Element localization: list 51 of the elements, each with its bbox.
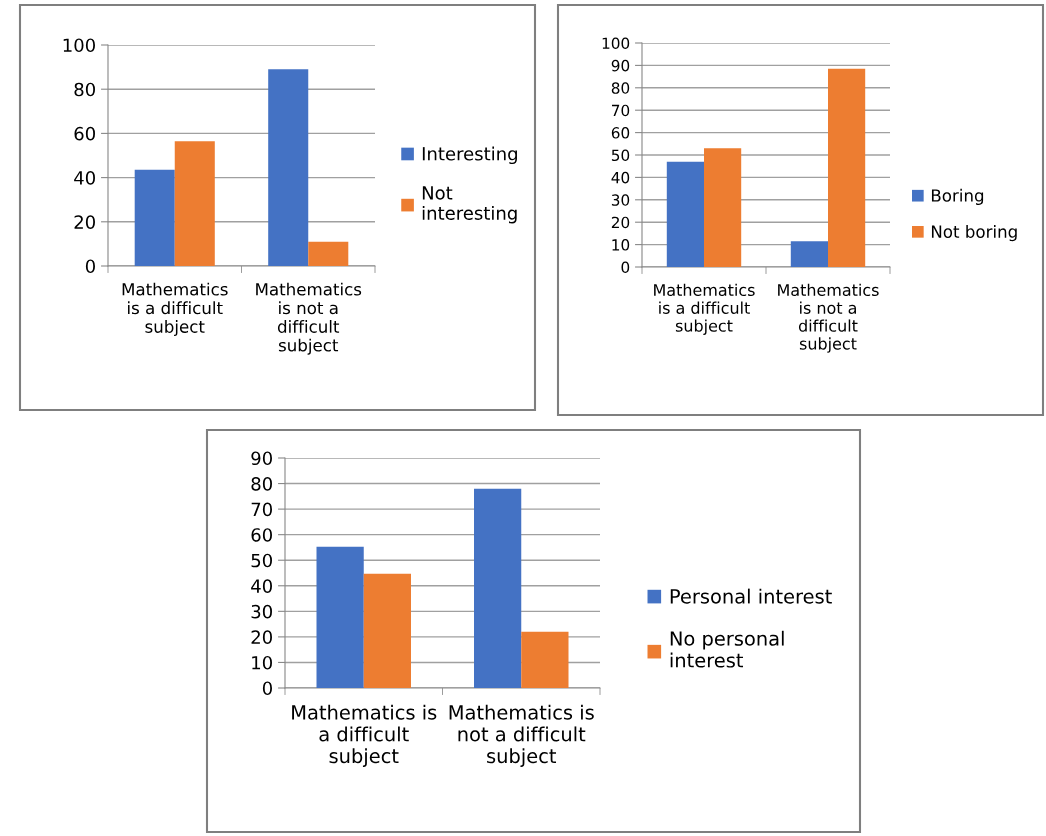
y-tick-label: 20 (251, 630, 272, 645)
y-tick-label: 0 (621, 261, 630, 274)
bar (268, 69, 309, 266)
bar (666, 161, 704, 267)
y-tick-label: 60 (611, 127, 630, 139)
y-tick-label: 10 (252, 655, 272, 670)
bar (790, 241, 828, 267)
legend-label: Personal interest (670, 588, 832, 604)
bar (363, 573, 411, 688)
bar (134, 169, 175, 266)
y-tick-label: 90 (611, 59, 630, 72)
y-tick-label: 70 (251, 502, 272, 517)
x-tick-label: Mathematics is not a difficult subject (778, 283, 879, 353)
y-tick-label: 20 (74, 215, 95, 229)
x-tick-label: Mathematics is not a difficult subject (449, 704, 594, 768)
y-tick-label: 10 (612, 239, 630, 251)
y-tick-label: 40 (74, 171, 95, 185)
bar (316, 546, 364, 688)
x-tick-label: Mathematics is a difficult subject (292, 704, 437, 768)
legend-label: Interesting (422, 146, 517, 165)
y-tick-label: 30 (611, 194, 630, 206)
y-tick-label: 100 (602, 37, 630, 50)
bar (704, 148, 742, 267)
legend-label: Not boring (931, 225, 1017, 242)
y-tick-label: 90 (251, 451, 272, 466)
bar (308, 241, 349, 266)
bar (174, 141, 215, 266)
y-tick-label: 0 (262, 681, 272, 696)
y-tick-label: 100 (63, 38, 95, 53)
x-tick-label: Mathematics is a difficult subject (654, 283, 755, 335)
bar (474, 488, 522, 688)
legend-label: No personal interest (670, 630, 784, 668)
y-tick-label: 70 (612, 104, 630, 117)
legend-label: Not interesting (422, 186, 517, 224)
y-tick-label: 50 (611, 149, 630, 162)
x-tick-label: Mathematics is not a difficult subject (256, 282, 362, 355)
y-tick-label: 0 (85, 259, 95, 274)
y-tick-label: 60 (74, 126, 95, 141)
y-tick-label: 30 (251, 604, 272, 619)
y-tick-label: 50 (251, 553, 272, 568)
x-tick-label: Mathematics is a difficult subject (122, 282, 228, 337)
y-tick-label: 80 (251, 477, 272, 491)
y-tick-label: 80 (611, 82, 630, 94)
bar (828, 68, 866, 267)
bar (521, 631, 569, 688)
y-tick-label: 20 (611, 216, 630, 229)
y-tick-label: 40 (251, 579, 272, 593)
legend-label: Boring (931, 188, 984, 205)
y-tick-label: 60 (251, 528, 272, 542)
y-tick-label: 80 (74, 82, 95, 97)
y-tick-label: 40 (611, 171, 630, 184)
